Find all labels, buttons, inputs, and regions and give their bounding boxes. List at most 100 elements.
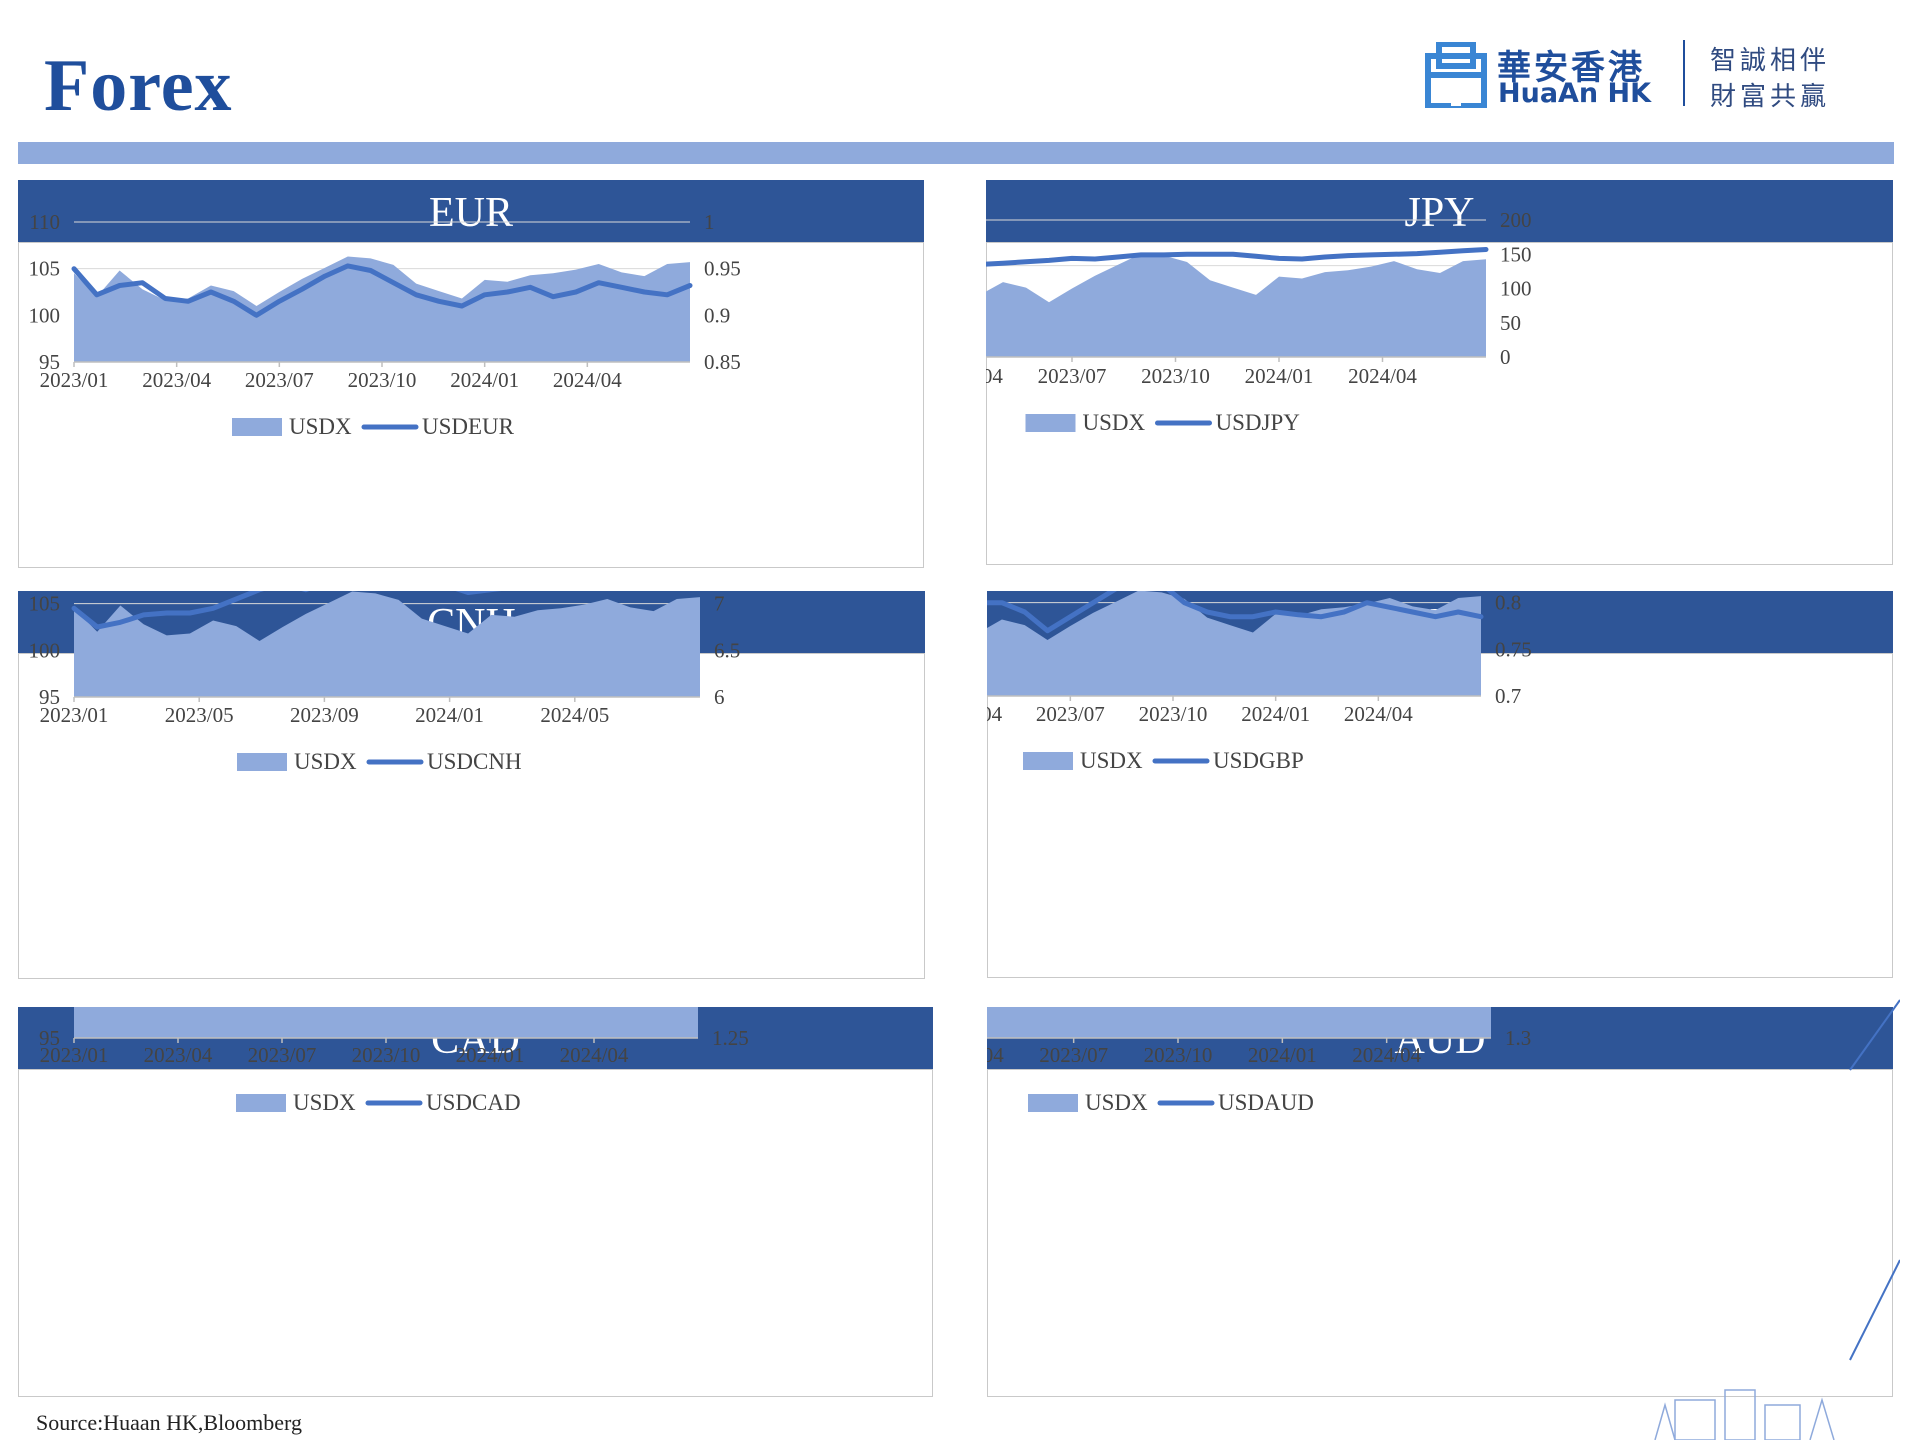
legend-usdx-label: USDX [1080,748,1143,773]
legend-usdx-swatch [232,418,282,436]
legend-usdx-swatch [1023,752,1073,770]
y-right-tick-label: 0 [1500,345,1511,369]
usdx-area-series [986,253,1486,357]
cnh-chart: 9510010511066.577.52023/012023/052023/09… [29,591,740,774]
legend-usdx-swatch [237,753,287,771]
cad-panel: CAD 951001051101.251.31.351.42023/012023… [18,1007,933,1397]
y-right-tick-label: 150 [1500,242,1532,266]
y-left-tick-label: 100 [29,638,61,662]
usdx-area-series [74,1007,698,1038]
usdgbp-line-series [987,591,1484,634]
x-tick-label: 2024/04 [560,1043,629,1067]
y-left-tick-label: 95 [39,685,60,709]
legend-line-label: USDEUR [422,414,515,439]
x-tick-label: 2024/04 [1352,1043,1421,1067]
aud-chart: 951001051101.31.41.51.62023/012023/04202… [987,1007,1531,1115]
header-divider-bar [18,142,1894,164]
eur-chart: 95 100 105 110 0.85 0.9 0.95 1 2023/01 2023/04 202… [29,210,741,439]
legend-usdx-label: USDX [293,1090,356,1115]
y-left-tick-label: 105 [29,257,61,281]
x-tick-label: 2023/10 [352,1043,421,1067]
logo-name-cn: 華安香港 [1497,48,1645,88]
legend-line-label: USDCAD [426,1090,521,1115]
usdx-area-series [987,1007,1491,1038]
x-tick-label: 2023/01 [40,1043,109,1067]
y-right-tick-label: 0.75 [1495,637,1532,661]
y-right-tick-label: 0.8 [1495,591,1521,615]
y-right-tick-label: 6.5 [714,638,740,662]
company-logo: 華安香港 HuaAn HK 智誠相伴 財富共贏 [1425,40,1845,112]
panel-frame [986,242,1893,565]
legend-usdx-swatch [1025,414,1076,432]
legend-line-label: USDAUD [1218,1090,1314,1115]
usdeur-line-series [71,263,693,318]
jpy-panel: JPY 951001051100501001502002023/012023/0… [986,180,1893,565]
x-tick-label: 2023/07 [245,368,314,392]
legend-usdx-swatch [1028,1094,1078,1112]
y-right-tick-label: 1.3 [1505,1026,1531,1050]
y-left-tick-label: 105 [29,592,61,616]
x-tick-label: 2023/01 [40,368,109,392]
x-tick-label: 2023/07 [1038,364,1107,388]
usdcnh-line-series [71,591,502,630]
aud-panel: AUD 951001051101.31.41.51.62023/012023/0… [987,1007,1893,1397]
logo-mark-icon [1425,42,1487,108]
x-tick-label: 2024/01 [450,368,519,392]
page-title: Forex [44,45,233,127]
source-note: Source:Huaan HK,Bloomberg [36,1410,302,1435]
legend-line-label: USDCNH [427,749,522,774]
x-tick-label: 2023/09 [290,703,359,727]
x-tick-label: 2024/01 [1248,1043,1317,1067]
logo-slogan-line-1: 智誠相伴 [1710,46,1831,76]
legend-line-label: USDJPY [1216,410,1301,435]
panel-frame [18,242,924,568]
logo-name-en: HuaAn HK [1498,78,1652,109]
x-tick-label: 2023/04 [144,1043,213,1067]
y-right-tick-label: 6 [714,685,725,709]
panel-title: EUR [18,180,924,242]
x-tick-label: 2023/10 [348,368,417,392]
eur-panel: EUR 95 100 105 110 0.85 0.9 0.95 1 2023/01 2023/0… [18,180,924,568]
x-tick-label: 2024/05 [540,703,609,727]
x-tick-label: 2023/05 [165,703,234,727]
x-tick-label: 2023/07 [1039,1043,1108,1067]
usdx-area-series [74,591,700,697]
y-right-tick-label: 0.7 [1495,684,1521,708]
x-tick-label: 2023/10 [1139,702,1208,726]
y-left-tick-label: 95 [39,1026,60,1050]
legend-usdx-swatch [236,1094,286,1112]
y-right-tick-label: 0.85 [704,350,741,374]
gbp-panel: GBP 951001051100.70.750.80.852023/012023… [987,591,1893,978]
legend-usdx-label: USDX [294,749,357,774]
usdx-area-series [74,256,690,362]
logo-slogan-line-2: 財富共贏 [1710,82,1831,112]
y-left-tick-label: 100 [29,303,61,327]
x-tick-label: 2024/04 [1344,702,1413,726]
panel-title: JPY [986,180,1893,242]
x-tick-label: 2023/04 [142,368,211,392]
y-right-tick-label: 200 [1500,208,1532,232]
logo-divider [1683,40,1685,106]
y-right-tick-label: 1.25 [712,1026,749,1050]
x-tick-label: 2024/01 [415,703,484,727]
x-tick-label: 2023/04 [987,702,1003,726]
x-tick-label: 2023/01 [40,703,109,727]
usdjpy-line-series [986,247,1489,267]
y-right-tick-label: 50 [1500,311,1521,335]
panel-frame [18,1069,933,1397]
x-tick-label: 2023/10 [1141,364,1210,388]
y-right-tick-label: 7 [714,592,725,616]
legend-line-label: USDGBP [1213,748,1304,773]
y-right-tick-label: 0.95 [704,257,741,281]
jpy-chart: 951001051100501001502002023/012023/04202… [986,208,1532,435]
legend-usdx-label: USDX [1085,1090,1148,1115]
gbp-chart: 951001051100.70.750.80.852023/012023/042… [987,591,1532,773]
y-right-tick-label: 1 [704,210,715,234]
x-tick-label: 2024/01 [1245,364,1314,388]
x-tick-label: 2023/07 [248,1043,317,1067]
x-tick-label: 2023/07 [1036,702,1105,726]
x-tick-label: 2023/04 [987,1043,1004,1067]
y-right-tick-label: 0.9 [704,303,730,327]
legend-usdx-label: USDX [289,414,352,439]
y-right-tick-label: 100 [1500,277,1532,301]
